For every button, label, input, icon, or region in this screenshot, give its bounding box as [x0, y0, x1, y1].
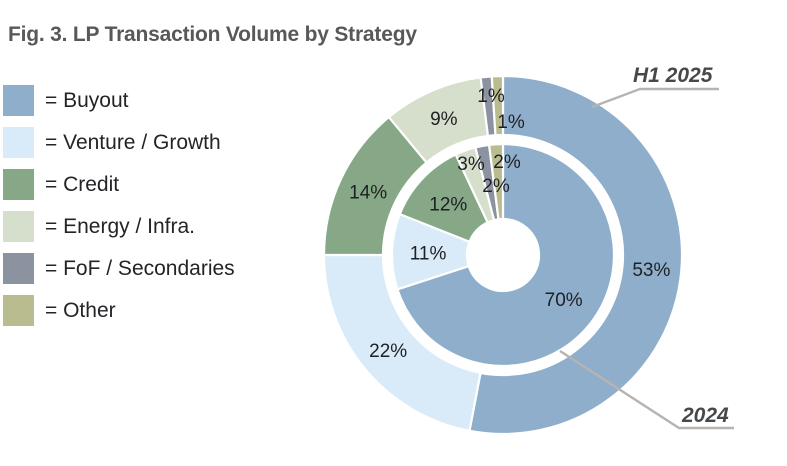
slice-label-h1-2025-venture-growth: 22% [369, 341, 407, 362]
legend-swatch-credit [3, 169, 34, 200]
slice-label-2024-energy-infra: 3% [457, 154, 485, 175]
callout-line-h1-2025 [591, 87, 719, 109]
slice-h1-2025-buyout [468, 74, 684, 436]
legend-item-fof-secondaries: = FoF / Secondaries [3, 253, 235, 284]
legend-label-buyout: = Buyout [45, 88, 129, 112]
legend-item-energy-infra: = Energy / Infra. [3, 211, 235, 242]
slice-2024-other [487, 142, 505, 221]
slice-label-2024-buyout: 70% [545, 290, 583, 311]
slice-2024-buyout [396, 142, 616, 368]
slice-h1-2025-other [490, 74, 505, 137]
slice-label-h1-2025-buyout: 53% [632, 260, 670, 281]
legend-item-buyout: = Buyout [3, 85, 235, 116]
ring-label-2024: 2024 [681, 404, 729, 427]
callout-line-2024 [559, 349, 734, 430]
slice-label-2024-other: 2% [482, 176, 510, 197]
slice-label-2024-fof-secondaries: 2% [493, 152, 521, 173]
legend-swatch-fof-secondaries [3, 253, 34, 284]
legend-swatch-energy-infra [3, 211, 34, 242]
slice-label-h1-2025-credit: 14% [349, 182, 387, 203]
figure-title: Fig. 3. LP Transaction Volume by Strateg… [8, 23, 417, 46]
slice-label-2024-venture-growth: 11% [410, 243, 447, 264]
legend-item-venture-growth: = Venture / Growth [3, 127, 235, 158]
slice-label-h1-2025-fof-secondaries: 1% [477, 86, 505, 107]
ring-label-h1-2025: H1 2025 [633, 64, 713, 87]
legend-label-other: = Other [45, 298, 116, 322]
legend-label-venture-growth: = Venture / Growth [45, 130, 221, 154]
legend-swatch-other [3, 295, 34, 326]
slice-label-h1-2025-other: 1% [497, 112, 525, 133]
legend-swatch-buyout [3, 85, 34, 116]
legend-label-credit: = Credit [45, 172, 120, 196]
legend-item-other: = Other [3, 295, 235, 326]
slice-label-h1-2025-energy-infra: 9% [430, 109, 458, 130]
legend-label-fof-secondaries: = FoF / Secondaries [45, 256, 235, 280]
slice-label-2024-credit: 12% [429, 194, 467, 215]
legend-swatch-venture-growth [3, 127, 34, 158]
legend-item-credit: = Credit [3, 169, 235, 200]
chart-legend: = Buyout = Venture / Growth = Credit = Ener… [3, 85, 235, 326]
legend-label-energy-infra: = Energy / Infra. [45, 214, 195, 238]
